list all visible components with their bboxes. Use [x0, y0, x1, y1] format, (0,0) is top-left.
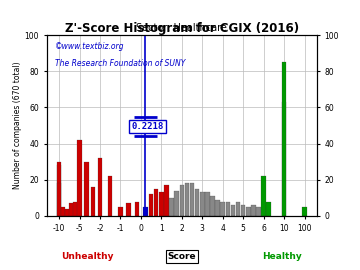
Bar [205, 193, 210, 216]
Title: Z'-Score Histogram for CGIX (2016): Z'-Score Histogram for CGIX (2016) [65, 22, 299, 35]
Bar [164, 185, 169, 216]
Text: Sector: Healthcare: Sector: Healthcare [136, 23, 227, 33]
Bar [57, 183, 61, 216]
Bar [210, 196, 215, 216]
Bar [65, 209, 69, 216]
Bar [126, 203, 131, 216]
Bar [266, 201, 271, 216]
Bar [200, 193, 204, 216]
Bar [73, 201, 78, 216]
Bar [251, 205, 256, 216]
Bar [302, 207, 307, 216]
Text: The Research Foundation of SUNY: The Research Foundation of SUNY [55, 59, 185, 68]
Bar [77, 140, 82, 216]
Bar [195, 189, 199, 216]
Text: Score: Score [167, 252, 196, 261]
Bar [84, 162, 89, 216]
Bar [91, 187, 95, 216]
Bar [135, 201, 139, 216]
Bar [180, 185, 184, 216]
Bar [154, 189, 158, 216]
Bar [226, 201, 230, 216]
Bar [118, 207, 123, 216]
Text: ©www.textbiz.org: ©www.textbiz.org [55, 42, 125, 51]
Text: 0.2218: 0.2218 [131, 122, 163, 131]
Bar [169, 198, 174, 216]
Bar [215, 200, 220, 216]
Bar [57, 162, 61, 216]
Bar [231, 205, 235, 216]
Bar [190, 183, 194, 216]
Bar [246, 207, 251, 216]
Bar [256, 207, 261, 216]
Bar [57, 165, 61, 216]
Bar [175, 191, 179, 216]
Bar [241, 205, 246, 216]
Bar [261, 176, 266, 216]
Bar [69, 203, 73, 216]
Bar [159, 193, 163, 216]
Bar [282, 102, 286, 216]
Bar [236, 201, 240, 216]
Text: Healthy: Healthy [262, 252, 302, 261]
Bar [149, 194, 153, 216]
Bar [61, 207, 66, 216]
Bar [220, 201, 225, 216]
Bar [108, 176, 112, 216]
Bar [282, 62, 287, 216]
Y-axis label: Number of companies (670 total): Number of companies (670 total) [13, 62, 22, 189]
Bar [98, 158, 102, 216]
Text: Unhealthy: Unhealthy [61, 252, 113, 261]
Bar [185, 183, 189, 216]
Bar [143, 207, 148, 216]
